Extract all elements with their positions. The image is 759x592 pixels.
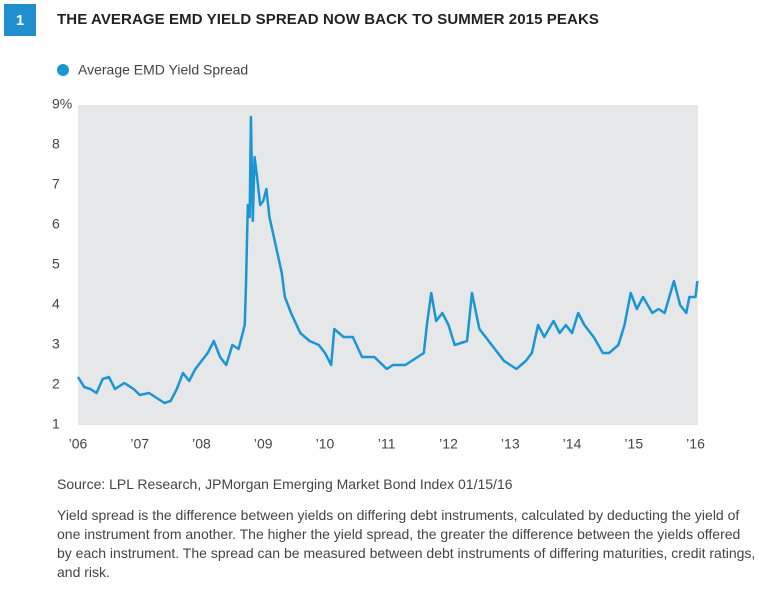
footnote: Yield spread is the difference between y… [57, 507, 756, 580]
chart: 1 2 3 4 5 6 7 8 9% ’06 ’07 ’08 ’09 ’10 ’11 ’12 ’13 ’14 ’15… [52, 62, 705, 452]
y-tick-label: 3 [52, 336, 60, 352]
x-tick-label: ’11 [378, 436, 396, 452]
x-tick-label: ’12 [439, 436, 458, 452]
x-tick-label: ’09 [254, 436, 273, 452]
x-tick-label: ’10 [316, 436, 335, 452]
legend-label: Average EMD Yield Spread [78, 62, 248, 78]
x-tick-label: ’13 [501, 436, 520, 452]
figure-number: 1 [4, 4, 36, 36]
y-tick-label: 6 [52, 216, 60, 232]
y-tick-label: 7 [52, 176, 60, 192]
legend-marker [57, 64, 69, 76]
chart-title: THE AVERAGE EMD YIELD SPREAD NOW BACK TO… [57, 11, 599, 28]
x-tick-label: ’15 [624, 436, 643, 452]
y-tick-label: 5 [52, 256, 60, 272]
x-tick-label: ’08 [192, 436, 211, 452]
y-tick-label: 4 [52, 296, 60, 312]
y-tick-label: 8 [52, 136, 60, 152]
source: Source: LPL Research, JPMorgan Emerging … [57, 476, 513, 492]
plot-background [78, 105, 698, 425]
x-tick-label: ’14 [563, 436, 582, 452]
y-tick-label: 2 [52, 376, 60, 392]
y-tick-label: 9% [52, 96, 72, 112]
line [76, 115, 699, 405]
x-tick-label: ’16 [686, 436, 705, 452]
x-tick-label: ’07 [130, 436, 149, 452]
y-tick-label: 1 [52, 416, 60, 432]
x-tick-label: ’06 [69, 436, 88, 452]
